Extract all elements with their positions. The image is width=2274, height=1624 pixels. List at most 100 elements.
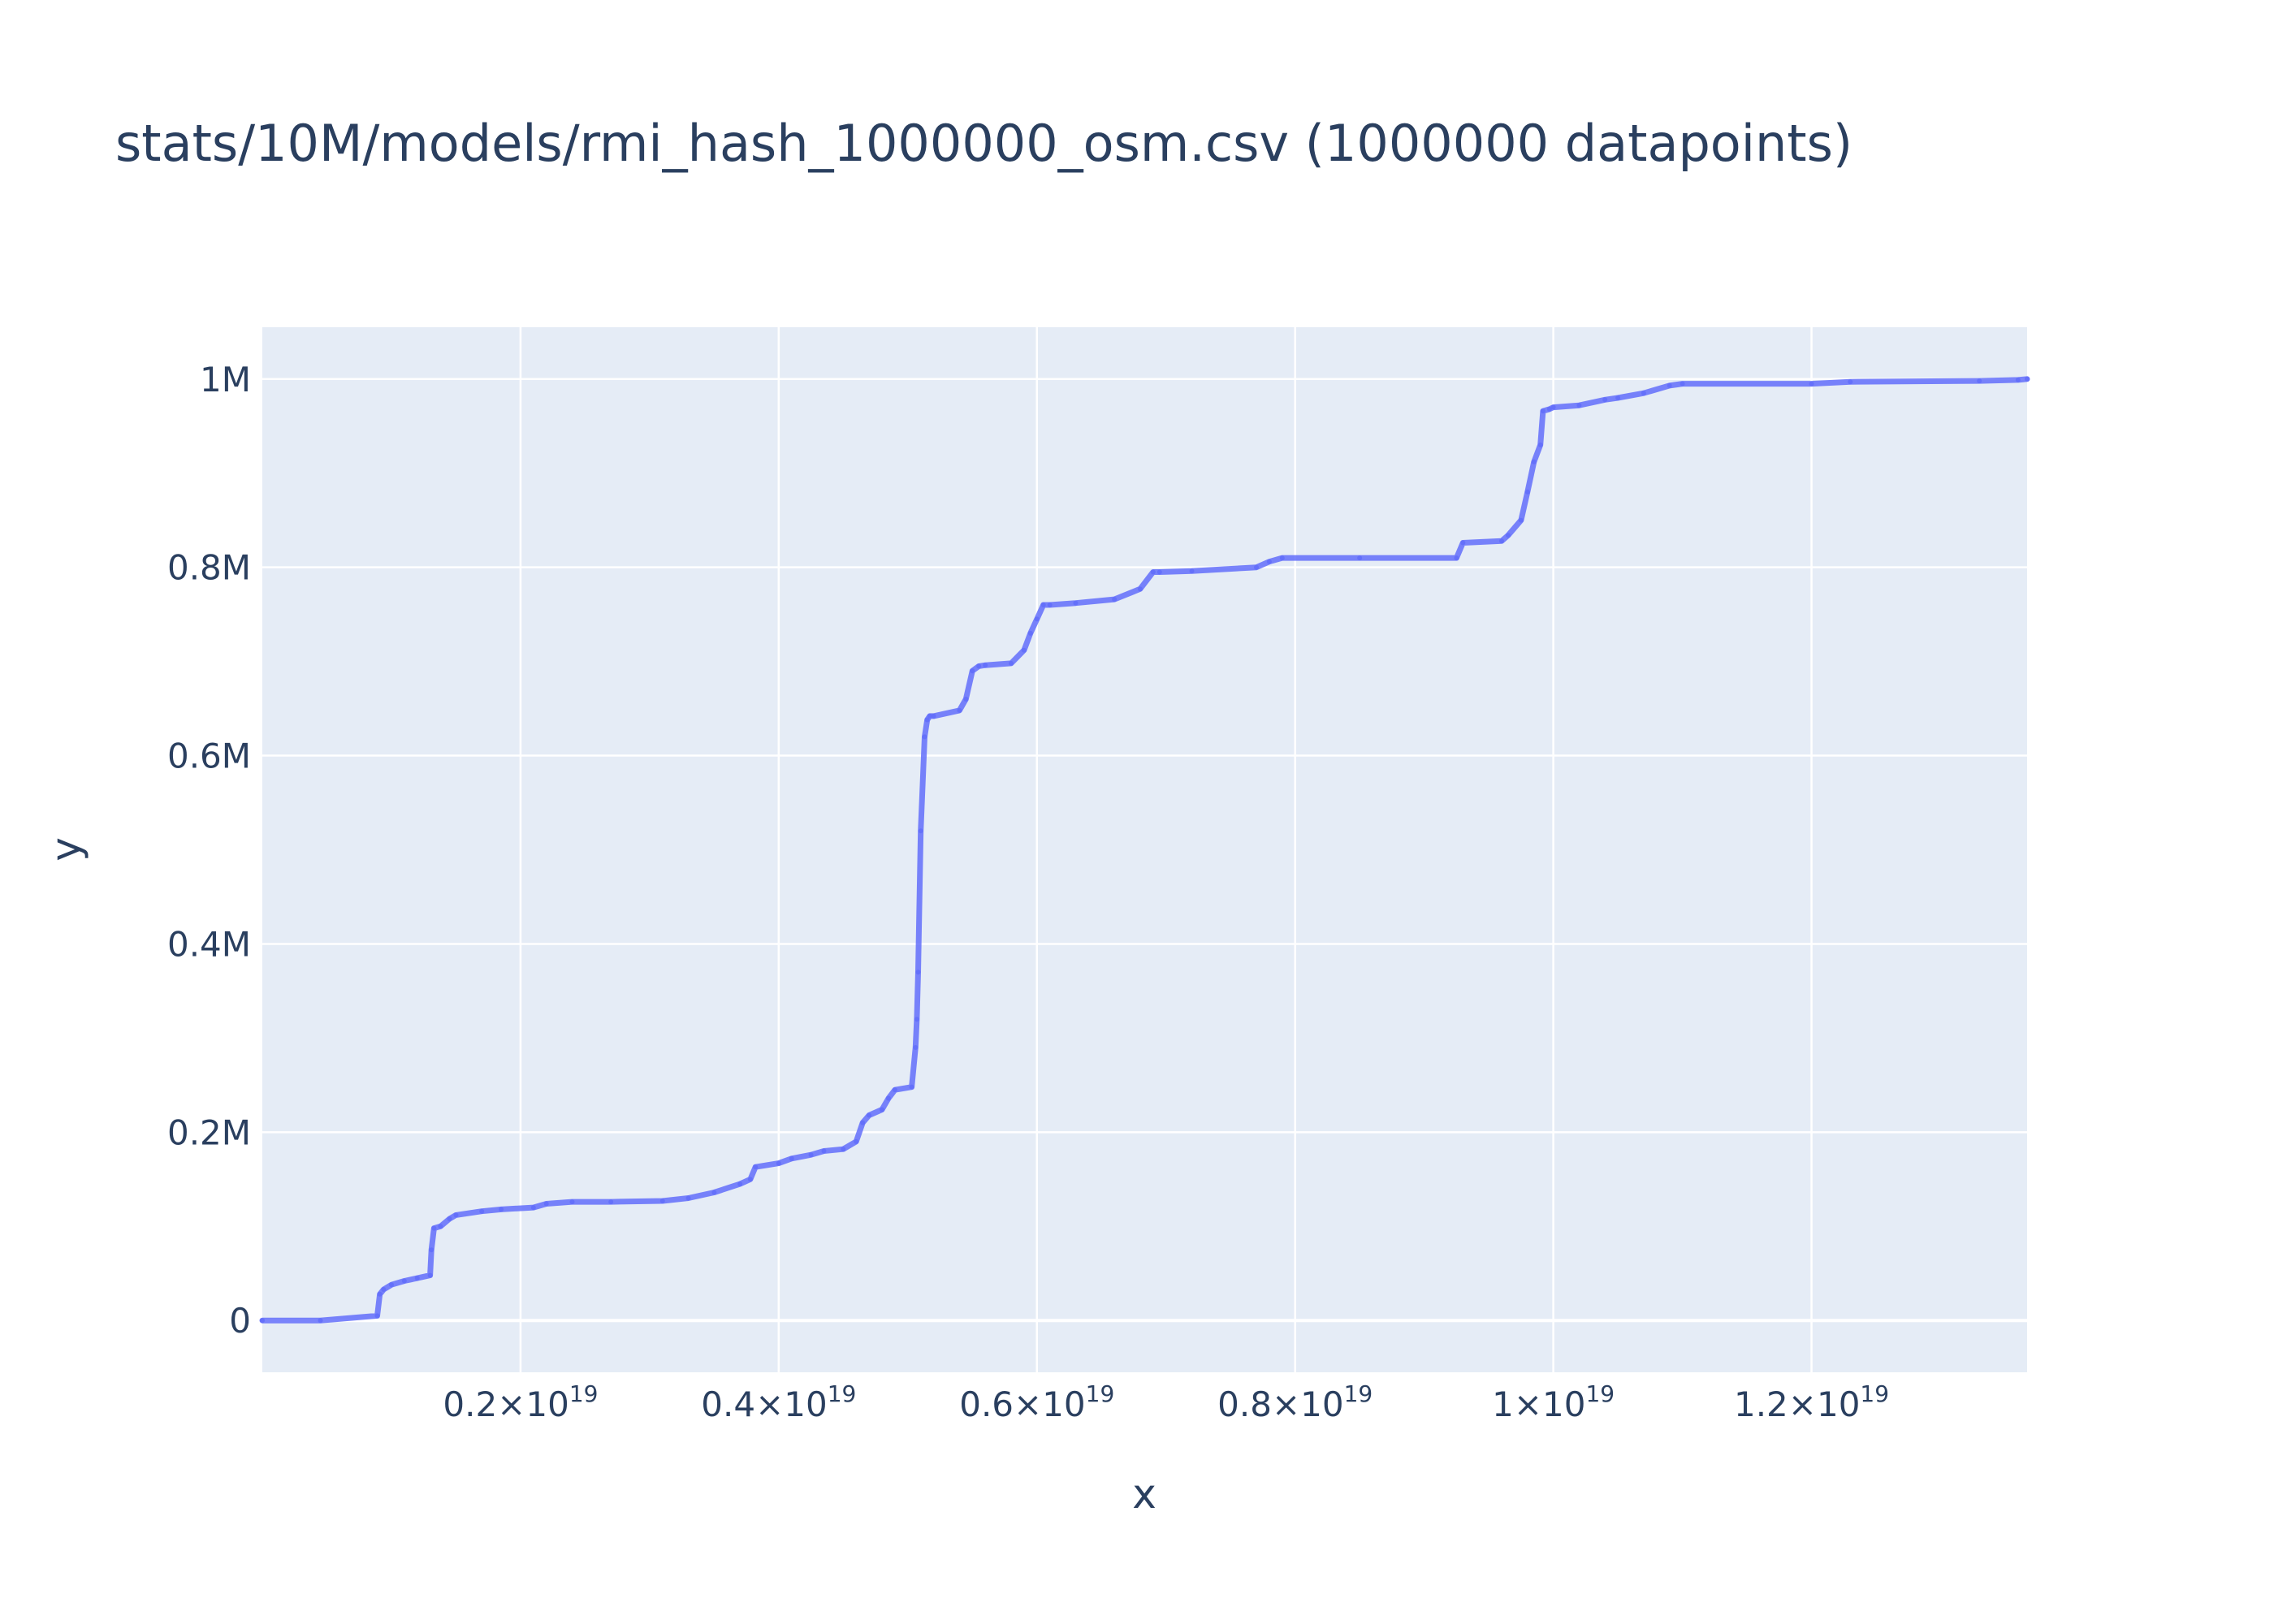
data-point — [427, 1272, 433, 1278]
x-tick-label: 0.6×1019 — [959, 1380, 1114, 1424]
x-tick-label: 1.2×1019 — [1734, 1380, 1889, 1424]
plot-area — [262, 327, 2027, 1372]
x-tick-exponent: 19 — [1585, 1380, 1615, 1407]
data-point — [388, 1282, 394, 1288]
x-tick-sep: ×10 — [1014, 1384, 1086, 1424]
gridlines — [262, 327, 2027, 1372]
data-point — [922, 734, 927, 740]
y-tick-label: 0.6M — [167, 736, 251, 776]
data-point — [1531, 459, 1537, 464]
data-point — [1040, 603, 1046, 608]
data-point — [1266, 559, 1272, 564]
data-point — [909, 1084, 914, 1090]
data-point — [1189, 568, 1195, 574]
data-point — [867, 1112, 872, 1118]
x-tick-label: 0.4×1019 — [701, 1380, 856, 1424]
data-point — [821, 1148, 827, 1154]
data-point — [1454, 555, 1459, 561]
data-point — [1546, 406, 1552, 412]
data-point — [1615, 395, 1621, 400]
data-point — [438, 1224, 443, 1229]
data-point — [776, 1160, 781, 1166]
data-point — [1254, 564, 1260, 570]
data-point — [1034, 616, 1040, 622]
data-point — [530, 1205, 536, 1211]
data-point — [1977, 378, 1982, 384]
data-point — [963, 696, 969, 702]
chart-title: stats/10M/models/rmi_hash_1000000_osm.cs… — [115, 114, 1852, 173]
x-tick-exponent: 19 — [828, 1380, 857, 1407]
data-point — [2015, 377, 2021, 382]
data-point — [479, 1208, 485, 1214]
x-axis-title: x — [1132, 1471, 1156, 1518]
data-point — [414, 1276, 420, 1281]
data-point — [429, 1247, 434, 1253]
data-point — [1021, 647, 1027, 653]
data-point — [860, 1120, 866, 1125]
data-point — [1537, 442, 1543, 447]
x-tick-mantissa: 1.2 — [1734, 1384, 1788, 1424]
data-point — [885, 1095, 891, 1101]
data-point — [1073, 600, 1079, 606]
data-point — [983, 663, 988, 668]
data-point — [659, 1198, 665, 1203]
y-tick-label: 1M — [200, 360, 251, 400]
y-tick-label: 0 — [229, 1301, 251, 1341]
data-point — [918, 828, 923, 834]
x-tick-label: 0.2×1019 — [443, 1380, 598, 1424]
series-layer — [259, 376, 2030, 1324]
data-point — [915, 970, 921, 975]
x-tick-exponent: 19 — [1344, 1380, 1373, 1407]
x-tick-mantissa: 0.8 — [1217, 1384, 1272, 1424]
x-tick-mantissa: 0.4 — [701, 1384, 755, 1424]
x-tick-mantissa: 0.2 — [443, 1384, 497, 1424]
data-point — [1848, 379, 1853, 385]
data-point — [374, 1313, 380, 1319]
data-point — [737, 1181, 743, 1187]
data-point — [914, 1017, 919, 1022]
x-tick-sep: ×10 — [1788, 1384, 1861, 1424]
data-point — [1809, 381, 1814, 387]
data-point — [1518, 517, 1524, 523]
data-point — [711, 1190, 717, 1195]
data-point — [808, 1152, 814, 1158]
data-point — [957, 707, 962, 713]
data-point — [1540, 408, 1546, 414]
x-tick-sep: ×10 — [1272, 1384, 1344, 1424]
data-point — [1156, 569, 1162, 575]
data-point — [927, 713, 932, 719]
data-point — [931, 713, 936, 719]
data-point — [924, 717, 930, 723]
data-point — [1505, 533, 1511, 538]
data-point — [685, 1195, 691, 1201]
y-tick-label: 0.4M — [167, 924, 251, 964]
data-point — [260, 1318, 265, 1324]
data-point — [1499, 538, 1505, 544]
data-point — [1524, 489, 1530, 495]
data-point — [1027, 630, 1033, 636]
data-point — [880, 1107, 885, 1112]
data-point — [1279, 555, 1285, 561]
x-tick-sep: ×10 — [497, 1384, 569, 1424]
data-point — [377, 1291, 383, 1297]
x-tick-exponent: 19 — [1086, 1380, 1115, 1407]
data-point — [1667, 382, 1672, 388]
y-tick-label: 0.2M — [167, 1112, 251, 1152]
data-point — [1460, 540, 1466, 546]
x-tick-exponent: 19 — [1860, 1380, 1889, 1407]
data-point — [970, 668, 975, 674]
y-tick-label: 0.8M — [167, 548, 251, 588]
data-point — [1112, 597, 1118, 603]
data-point — [789, 1155, 794, 1161]
data-point — [1550, 404, 1556, 410]
data-point — [1150, 569, 1156, 575]
data-point — [1680, 381, 1685, 387]
data-point — [892, 1087, 897, 1093]
data-point — [318, 1318, 323, 1324]
data-point — [1602, 397, 1608, 403]
data-point — [499, 1207, 504, 1212]
x-tick-label: 0.8×1019 — [1217, 1380, 1373, 1424]
data-point — [608, 1199, 614, 1205]
data-point — [1641, 391, 1646, 396]
